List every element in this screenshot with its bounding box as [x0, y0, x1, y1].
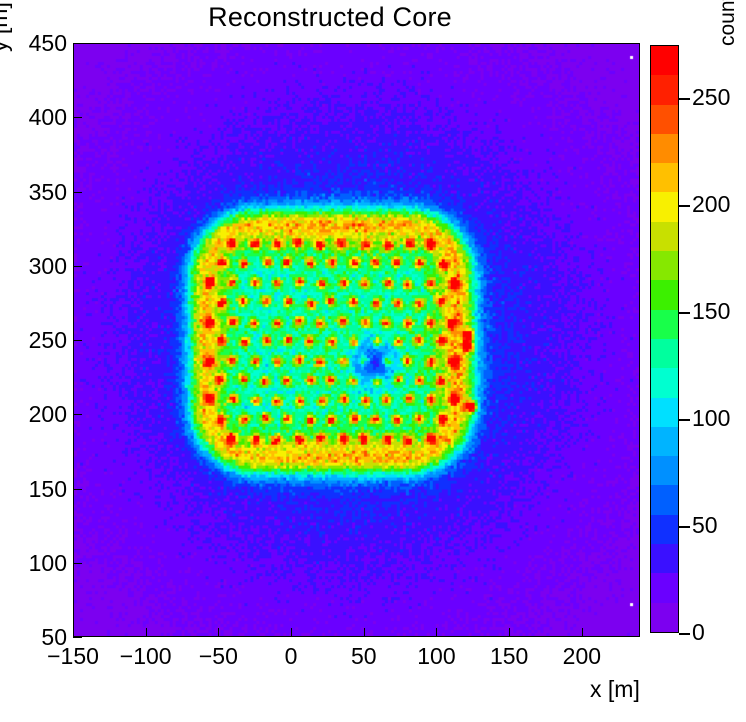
x-tick-mark: [73, 628, 74, 637]
y-tick-label: 100: [28, 549, 67, 576]
colorbar-tick-label: 0: [692, 619, 705, 645]
colorbar-band: [651, 75, 678, 105]
x-tick-label: 50: [350, 643, 377, 669]
colorbar-band: [651, 456, 678, 486]
colorbar-band: [651, 602, 678, 632]
colorbar-band: [651, 251, 678, 281]
colorbar-band: [651, 485, 678, 515]
colorbar-tick-mark: [679, 98, 690, 101]
colorbar-band: [651, 544, 678, 574]
heatmap-canvas: [74, 44, 639, 636]
x-tick-mark: [436, 628, 438, 637]
x-tick-mark: [581, 628, 583, 637]
x-tick-label: 0: [284, 643, 298, 669]
y-tick-label: 400: [28, 104, 67, 131]
page-title: Reconstructed Core: [208, 2, 452, 32]
colorbar: [650, 45, 679, 633]
colorbar-band: [651, 221, 678, 252]
y-tick-mark: [73, 191, 82, 193]
colorbar-band: [651, 338, 678, 369]
y-tick-mark: [73, 488, 82, 490]
colorbar-band: [651, 426, 678, 457]
y-tick-label: 300: [28, 252, 67, 279]
colorbar-tick-label: 250: [692, 84, 731, 111]
colorbar-tick-label: 200: [692, 191, 731, 218]
colorbar-band: [651, 514, 678, 545]
colorbar-band: [651, 280, 678, 310]
colorbar-band: [651, 163, 678, 193]
x-tick-mark: [218, 628, 220, 637]
colorbar-tick-mark: [679, 633, 690, 635]
y-tick-mark: [73, 117, 82, 119]
y-tick-mark: [73, 43, 82, 44]
y-tick-label: 450: [28, 30, 67, 56]
y-tick-label: 200: [28, 401, 67, 428]
colorbar-tick-label: 50: [692, 512, 718, 539]
y-tick-mark: [73, 414, 82, 416]
colorbar-band: [651, 104, 678, 134]
y-tick-label: 50: [41, 624, 67, 650]
x-tick-label: 150: [489, 643, 529, 669]
x-tick-label: 200: [562, 643, 602, 669]
x-axis-label: x [m]: [590, 676, 640, 702]
y-tick-mark: [73, 562, 82, 564]
colorbar-band: [651, 368, 678, 398]
x-tick-label: 100: [417, 643, 456, 669]
y-tick-mark: [73, 637, 82, 638]
colorbar-tick-label: 100: [692, 405, 731, 432]
x-tick-label: −50: [198, 643, 238, 669]
colorbar-band: [651, 192, 678, 222]
colorbar-tick-mark: [679, 419, 690, 422]
colorbar-label: count: [716, 0, 739, 46]
x-tick-mark: [291, 628, 293, 637]
x-tick-label: −150: [47, 643, 99, 669]
colorbar-band: [651, 397, 678, 427]
colorbar-tick-mark: [679, 526, 690, 529]
colorbar-band: [651, 133, 678, 164]
x-tick-mark: [363, 628, 365, 637]
colorbar-tick-label: 150: [692, 298, 731, 325]
plot-frame: [73, 43, 640, 637]
colorbar-band: [651, 309, 678, 339]
y-tick-mark: [73, 340, 82, 341]
colorbar-tick-mark: [679, 205, 690, 208]
y-tick-label: 250: [28, 327, 67, 353]
x-tick-mark: [509, 628, 511, 637]
x-tick-mark: [145, 628, 147, 637]
y-tick-label: 150: [28, 475, 67, 502]
x-tick-label: −100: [119, 643, 172, 669]
y-tick-label: 350: [28, 178, 67, 205]
colorbar-tick-mark: [679, 312, 690, 315]
y-tick-mark: [73, 265, 82, 267]
colorbar-band: [651, 46, 678, 76]
colorbar-band: [651, 573, 678, 603]
